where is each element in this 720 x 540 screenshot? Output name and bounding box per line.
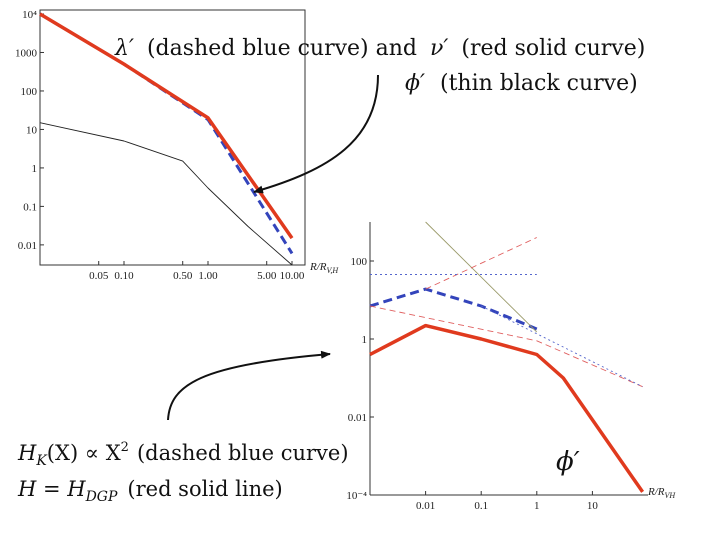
plot-0-ytick-label: 10⁴ [22,9,37,21]
plot-1: 0.05 0.10 0.50 1.00 5.00 10.00 10⁴ 1000 100 10 1 0.… [15,9,339,282]
nu-symbol: ν′ [430,36,448,61]
plot-0-xtick-label: 1.00 [198,270,218,282]
plot-1-series-0 [369,287,538,331]
plot-1-xtick-label: 10 [587,500,599,512]
arrow-bottom [167,350,331,421]
plot-1-ytick-label: 100 [351,256,368,268]
h-symbol: H = H [17,477,86,501]
plot-1-ytick-label: 10⁻⁴ [346,490,367,502]
plot-0-xtick-label: 0.05 [89,270,109,282]
plot-1-series-6 [480,305,643,388]
h-subscript: DGP [85,489,118,505]
annotation-line1-text2: (red solid curve) [461,36,645,61]
plot-0-ytick-label: 100 [21,86,38,98]
annotation-top: λ′ (dashed blue curve) and ν′ (red solid… [114,36,645,96]
plot-1-series-3 [425,237,537,290]
lambda-symbol: λ′ [114,36,134,61]
plot-0-xtick-label: 0.10 [114,270,134,282]
hk-superscript: 2 [121,440,129,455]
plot-0-ytick-label: 0.01 [18,240,37,252]
hk-symbol: H [17,441,37,465]
annotation-line1-text: (dashed blue curve) and [147,36,417,61]
plot-0-ytick-label: 1000 [15,47,38,59]
plot-1-xtick-label: 0.1 [474,500,488,512]
svg-text:HK(X) ∝ X2(dashed blue curve): HK(X) ∝ X2 (dashed blue curve) [17,440,349,469]
plot-1-series-4 [369,305,643,388]
svg-text:ϕ′ (thin black curve): ϕ′ (thin black curve) [405,71,638,96]
hk-tail: (dashed blue curve) [137,441,349,465]
plot-1-ytick-label: 1 [362,334,368,346]
svg-text:λ′ (dashed blue curve): λ′ (dashed blue curve) and ν′ (red solid… [114,36,645,61]
plot-1-xtick-label: 1 [534,500,540,512]
hk-text: (X) ∝ X [47,441,121,465]
plot-1-xlabel: R/RV,H [309,261,339,275]
plot-1-xtick-label: 0.01 [416,500,435,512]
plot-2: 0.01 0.1 1 10 100 1 0.01 10⁻⁴ R/RVH ϕ′ [346,221,676,512]
plot-0-ytick-label: 1 [32,163,38,175]
plot-1-series-1 [369,323,645,493]
plot-0-xtick-label: 0.50 [173,270,193,282]
plot-0-ytick-label: 0.1 [23,201,37,213]
phi-label: ϕ′ [556,447,580,477]
plot-0-xtick-label: 5.00 [257,270,277,282]
annotation-line2-text: (thin black curve) [440,71,638,96]
phi-symbol: ϕ′ [405,71,425,96]
hk-subscript: K [35,453,48,469]
h-tail: (red solid line) [127,477,282,501]
plot-0-series-2 [39,122,293,266]
plot-0-xtick-label: 10.00 [280,270,305,282]
svg-text:H = HDGP(red solid line): H = HDGP (red solid line) [17,477,283,505]
arrow-top [253,74,379,194]
plot-0-ytick-label: 10 [26,124,38,136]
plot-1-series-2 [425,221,538,333]
plot-0-series-1 [39,12,294,240]
annotation-bottom: HK(X) ∝ X2 (dashed blue curve) H = HDGP (r… [17,440,349,505]
plot-1-frame [39,9,306,266]
plot-2-xlabel: R/RVH [647,486,676,500]
plot-1-ytick-label: 0.01 [348,412,367,424]
